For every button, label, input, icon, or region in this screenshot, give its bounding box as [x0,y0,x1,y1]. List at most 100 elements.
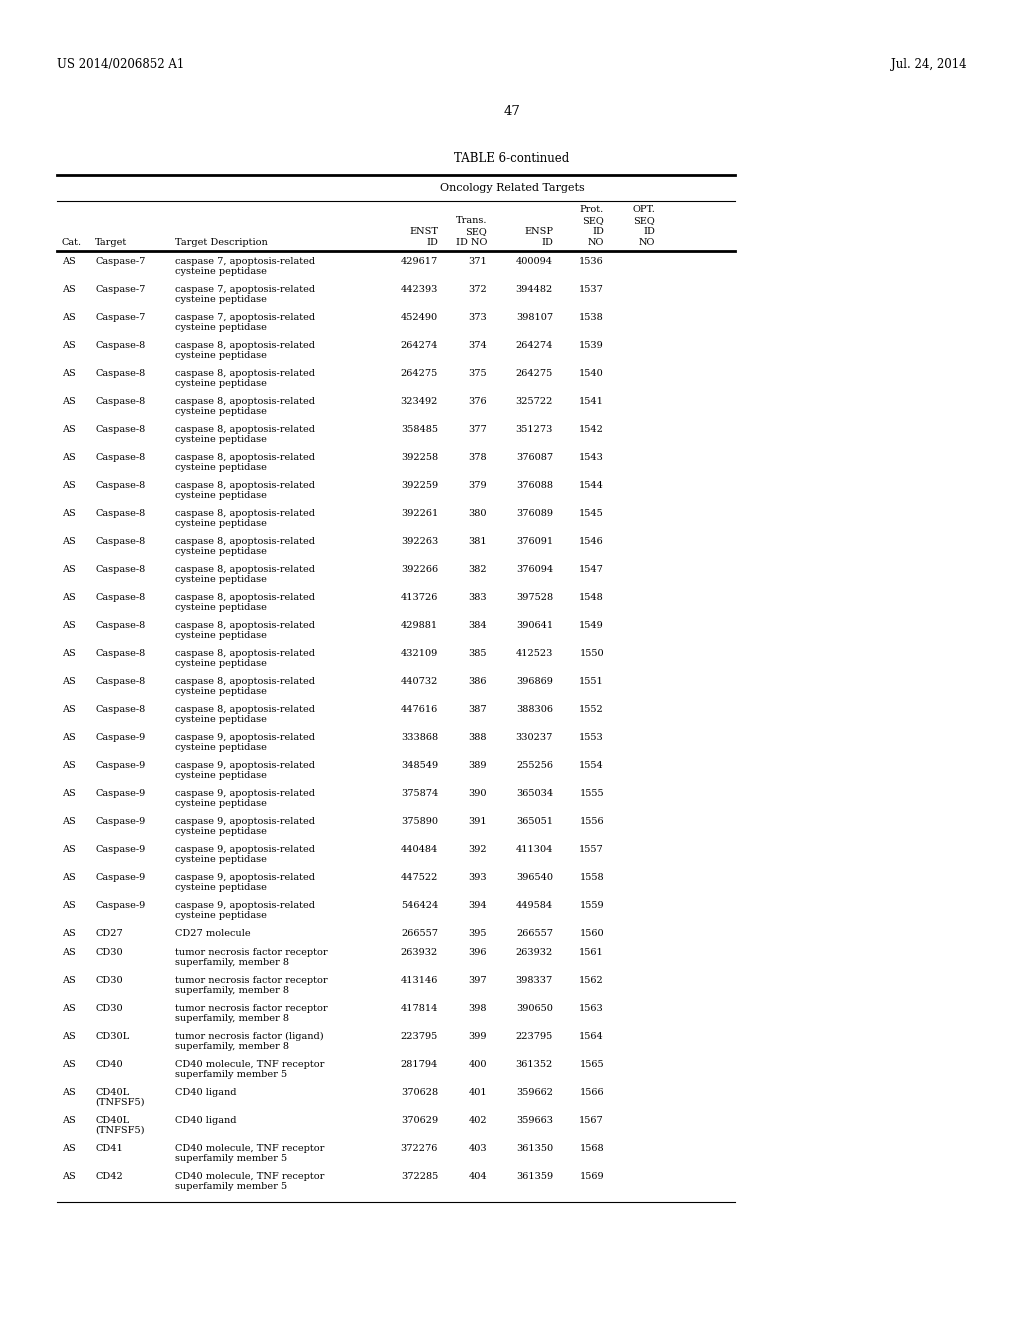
Text: 387: 387 [468,705,487,714]
Text: CD40 molecule, TNF receptor: CD40 molecule, TNF receptor [175,1144,325,1152]
Text: 1557: 1557 [580,845,604,854]
Text: 383: 383 [468,593,487,602]
Text: 386: 386 [469,677,487,686]
Text: 1538: 1538 [580,313,604,322]
Text: 376087: 376087 [516,453,553,462]
Text: 440484: 440484 [400,845,438,854]
Text: AS: AS [62,620,76,630]
Text: Caspase-9: Caspase-9 [95,789,145,799]
Text: superfamily member 5: superfamily member 5 [175,1154,287,1163]
Text: caspase 9, apoptosis-related: caspase 9, apoptosis-related [175,845,315,854]
Text: Caspase-8: Caspase-8 [95,620,145,630]
Text: tumor necrosis factor receptor: tumor necrosis factor receptor [175,975,328,985]
Text: 384: 384 [468,620,487,630]
Text: 396869: 396869 [516,677,553,686]
Text: caspase 7, apoptosis-related: caspase 7, apoptosis-related [175,285,315,294]
Text: 1558: 1558 [580,873,604,882]
Text: 1554: 1554 [580,762,604,770]
Text: Caspase-7: Caspase-7 [95,313,145,322]
Text: superfamily, member 8: superfamily, member 8 [175,1041,289,1051]
Text: Caspase-8: Caspase-8 [95,565,145,574]
Text: 223795: 223795 [516,1032,553,1041]
Text: cysteine peptidase: cysteine peptidase [175,659,267,668]
Text: 1536: 1536 [580,257,604,267]
Text: Target: Target [95,238,127,247]
Text: 382: 382 [468,565,487,574]
Text: caspase 8, apoptosis-related: caspase 8, apoptosis-related [175,593,315,602]
Text: 1553: 1553 [580,733,604,742]
Text: 359662: 359662 [516,1088,553,1097]
Text: 429617: 429617 [400,257,438,267]
Text: 401: 401 [468,1088,487,1097]
Text: caspase 7, apoptosis-related: caspase 7, apoptosis-related [175,257,315,267]
Text: cysteine peptidase: cysteine peptidase [175,771,267,780]
Text: 1547: 1547 [580,565,604,574]
Text: 375890: 375890 [401,817,438,826]
Text: caspase 8, apoptosis-related: caspase 8, apoptosis-related [175,565,315,574]
Text: (TNFSF5): (TNFSF5) [95,1098,144,1107]
Text: superfamily, member 8: superfamily, member 8 [175,958,289,968]
Text: AS: AS [62,705,76,714]
Text: Caspase-9: Caspase-9 [95,873,145,882]
Text: 1551: 1551 [580,677,604,686]
Text: CD30: CD30 [95,975,123,985]
Text: NO: NO [588,238,604,247]
Text: cysteine peptidase: cysteine peptidase [175,855,267,865]
Text: 376094: 376094 [516,565,553,574]
Text: 1566: 1566 [580,1088,604,1097]
Text: 264274: 264274 [400,341,438,350]
Text: 47: 47 [504,106,520,117]
Text: 397: 397 [468,975,487,985]
Text: 392266: 392266 [400,565,438,574]
Text: ID: ID [643,227,655,236]
Text: 398337: 398337 [516,975,553,985]
Text: Caspase-8: Caspase-8 [95,649,145,657]
Text: 372: 372 [468,285,487,294]
Text: 1548: 1548 [580,593,604,602]
Text: caspase 8, apoptosis-related: caspase 8, apoptosis-related [175,677,315,686]
Text: Trans.: Trans. [456,216,487,224]
Text: caspase 8, apoptosis-related: caspase 8, apoptosis-related [175,480,315,490]
Text: 281794: 281794 [400,1060,438,1069]
Text: 404: 404 [468,1172,487,1181]
Text: 351273: 351273 [516,425,553,434]
Text: CD40 molecule, TNF receptor: CD40 molecule, TNF receptor [175,1060,325,1069]
Text: Caspase-8: Caspase-8 [95,453,145,462]
Text: AS: AS [62,537,76,546]
Text: Caspase-9: Caspase-9 [95,733,145,742]
Text: 1540: 1540 [580,370,604,378]
Text: cysteine peptidase: cysteine peptidase [175,546,267,556]
Text: 372285: 372285 [400,1172,438,1181]
Text: AS: AS [62,902,76,909]
Text: AS: AS [62,733,76,742]
Text: 361359: 361359 [516,1172,553,1181]
Text: 1545: 1545 [580,510,604,517]
Text: 392261: 392261 [400,510,438,517]
Text: 402: 402 [468,1115,487,1125]
Text: CD42: CD42 [95,1172,123,1181]
Text: 1559: 1559 [580,902,604,909]
Text: Caspase-8: Caspase-8 [95,537,145,546]
Text: 399: 399 [469,1032,487,1041]
Text: 391: 391 [468,817,487,826]
Text: 255256: 255256 [516,762,553,770]
Text: 396540: 396540 [516,873,553,882]
Text: cysteine peptidase: cysteine peptidase [175,436,267,444]
Text: Caspase-9: Caspase-9 [95,902,145,909]
Text: 392263: 392263 [400,537,438,546]
Text: 375874: 375874 [400,789,438,799]
Text: 1568: 1568 [580,1144,604,1152]
Text: caspase 9, apoptosis-related: caspase 9, apoptosis-related [175,817,315,826]
Text: AS: AS [62,948,76,957]
Text: ENSP: ENSP [524,227,553,236]
Text: 376089: 376089 [516,510,553,517]
Text: Caspase-9: Caspase-9 [95,845,145,854]
Text: 1546: 1546 [580,537,604,546]
Text: 1550: 1550 [580,649,604,657]
Text: 378: 378 [468,453,487,462]
Text: 397528: 397528 [516,593,553,602]
Text: Caspase-8: Caspase-8 [95,370,145,378]
Text: 358485: 358485 [401,425,438,434]
Text: caspase 8, apoptosis-related: caspase 8, apoptosis-related [175,620,315,630]
Text: 1555: 1555 [580,789,604,799]
